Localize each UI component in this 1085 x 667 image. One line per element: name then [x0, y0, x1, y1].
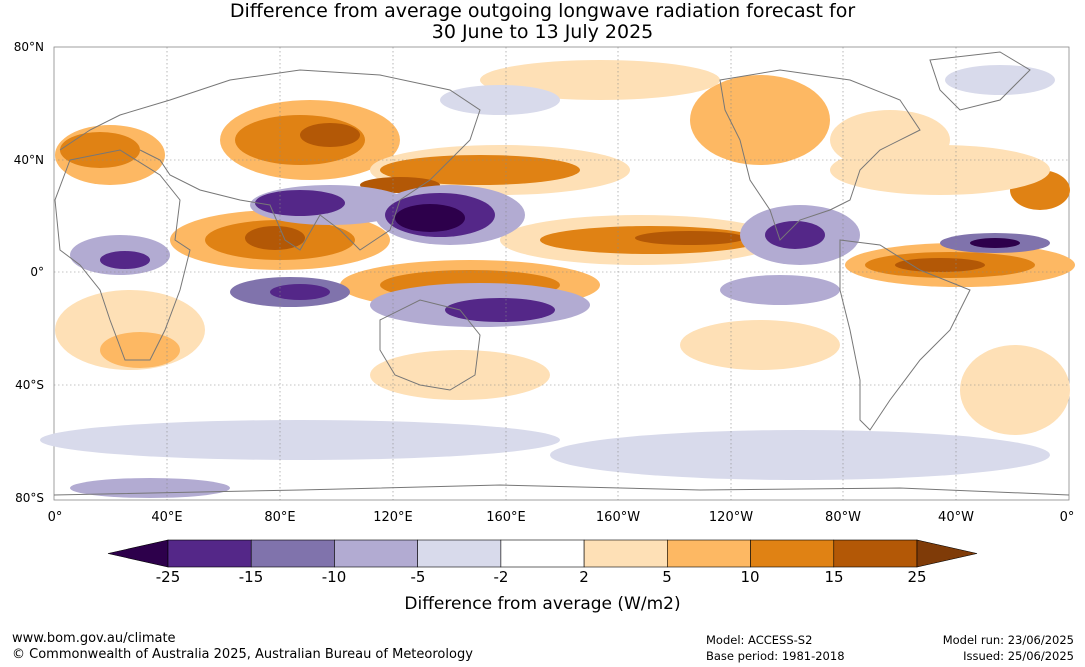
colorbar-tick: 10	[740, 568, 760, 586]
lon-label-160w: 160°W	[595, 510, 641, 525]
colorbar-segment	[583, 539, 668, 568]
map-title-line1: Difference from average outgoing longwav…	[229, 0, 856, 22]
footer-base-period: Base period: 1981-2018	[706, 649, 845, 663]
lon-label-120e: 120°E	[373, 510, 413, 525]
colorbar-segment	[667, 539, 751, 568]
lat-label-80n: 80°N	[13, 40, 44, 54]
lon-label-80w: 80°W	[825, 510, 861, 525]
lat-label-40s: 40°S	[15, 378, 44, 392]
colorbar-segment	[334, 539, 418, 568]
colorbar-tick: 15	[824, 568, 844, 586]
colorbar-label: Difference from average (W/m2)	[404, 594, 681, 614]
footer-issued: Issued: 25/06/2025	[963, 649, 1074, 663]
colorbar-tick: -10	[321, 568, 347, 586]
lon-label-40w: 40°W	[938, 510, 974, 525]
footer-copyright: © Commonwealth of Australia 2025, Austra…	[12, 647, 473, 662]
colorbar-segment	[250, 539, 335, 568]
lon-label-80e: 80°E	[264, 510, 296, 525]
colorbar-segment	[417, 539, 502, 568]
colorbar-segment	[167, 539, 252, 568]
colorbar-tick: 5	[662, 568, 672, 586]
lat-label-40n: 40°N	[13, 153, 44, 167]
colorbar-extend-high	[916, 539, 978, 568]
graticule	[54, 47, 1069, 500]
lat-label-80s: 80°S	[15, 491, 44, 505]
colorbar-segment	[750, 539, 835, 568]
lon-label-160e: 160°E	[486, 510, 526, 525]
lon-label-120w: 120°W	[708, 510, 754, 525]
footer-model-run: Model run: 23/06/2025	[942, 633, 1074, 647]
colorbar-tick: -25	[155, 568, 181, 586]
colorbar-segment	[500, 539, 585, 568]
colorbar-tick: -15	[238, 568, 264, 586]
colorbar-tick: -5	[410, 568, 426, 586]
lon-label-0: 0°	[47, 510, 63, 525]
footer-url[interactable]: www.bom.gov.au/climate	[12, 631, 176, 646]
colorbar-tick: 2	[579, 568, 589, 586]
lat-label-equator: 0°	[30, 265, 44, 279]
colorbar-tick: -2	[493, 568, 509, 586]
coastlines	[53, 51, 1070, 496]
colorbar-segment	[833, 539, 918, 568]
map-title-line2: 30 June to 13 July 2025	[431, 21, 654, 43]
lon-label-0-right: 0°	[1059, 510, 1075, 525]
colorbar-tick: 25	[907, 568, 927, 586]
footer-model: Model: ACCESS-S2	[706, 633, 813, 647]
colorbar-extend-low	[107, 539, 169, 568]
lon-label-40e: 40°E	[151, 510, 183, 525]
